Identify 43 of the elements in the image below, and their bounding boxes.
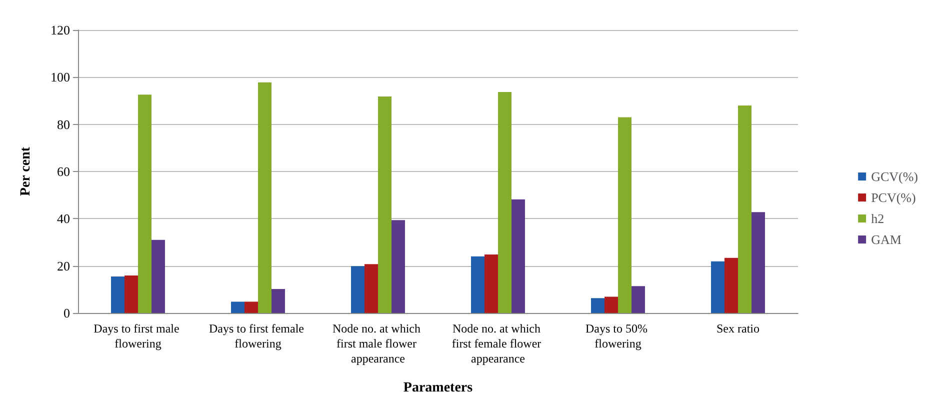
y-tick-label: 0 bbox=[64, 306, 70, 320]
bar bbox=[738, 105, 752, 313]
bar bbox=[724, 258, 738, 313]
x-tick-label: Days to first female flowering bbox=[209, 322, 307, 350]
y-tick-label: 20 bbox=[57, 258, 70, 274]
bar bbox=[604, 296, 618, 313]
x-tick-label: Node no. at which first female flower appearance bbox=[452, 322, 544, 366]
legend-label: PCV(%) bbox=[871, 190, 916, 205]
x-tick-label: Days to first male flowering bbox=[94, 322, 182, 350]
bar bbox=[471, 256, 484, 313]
bar bbox=[378, 96, 392, 313]
bar bbox=[111, 276, 124, 313]
bar bbox=[152, 240, 165, 313]
legend-label: h2 bbox=[871, 211, 884, 226]
bar bbox=[512, 199, 525, 313]
bar bbox=[752, 212, 765, 313]
bar bbox=[258, 82, 272, 313]
x-axis-title: Parameters bbox=[403, 380, 474, 396]
x-tick-label: Node no. at which first male flower appearance bbox=[332, 322, 424, 366]
bar bbox=[138, 94, 152, 313]
bar bbox=[618, 117, 632, 313]
bar bbox=[392, 220, 405, 313]
x-tick-label: Sex ratio bbox=[716, 322, 760, 336]
bar bbox=[591, 298, 604, 313]
y-tick-label: 40 bbox=[57, 211, 70, 226]
legend-label: GCV(%) bbox=[871, 169, 918, 184]
x-tick-label: Days to 50% flowering bbox=[586, 322, 650, 350]
bar bbox=[272, 288, 285, 313]
bar bbox=[711, 261, 724, 313]
legend-label: GAM bbox=[871, 232, 902, 247]
bar bbox=[484, 254, 498, 313]
bar bbox=[351, 266, 364, 313]
bar bbox=[632, 286, 645, 313]
bar bbox=[231, 302, 244, 313]
bar bbox=[498, 92, 512, 313]
bar bbox=[364, 264, 378, 313]
y-tick-label: 100 bbox=[50, 70, 70, 85]
y-tick-label: 120 bbox=[50, 22, 70, 38]
bar bbox=[244, 302, 258, 313]
y-tick-label: 80 bbox=[57, 116, 70, 132]
y-axis-title: Per cent bbox=[18, 146, 34, 196]
y-tick-label: 60 bbox=[57, 164, 70, 179]
bar bbox=[124, 276, 138, 313]
